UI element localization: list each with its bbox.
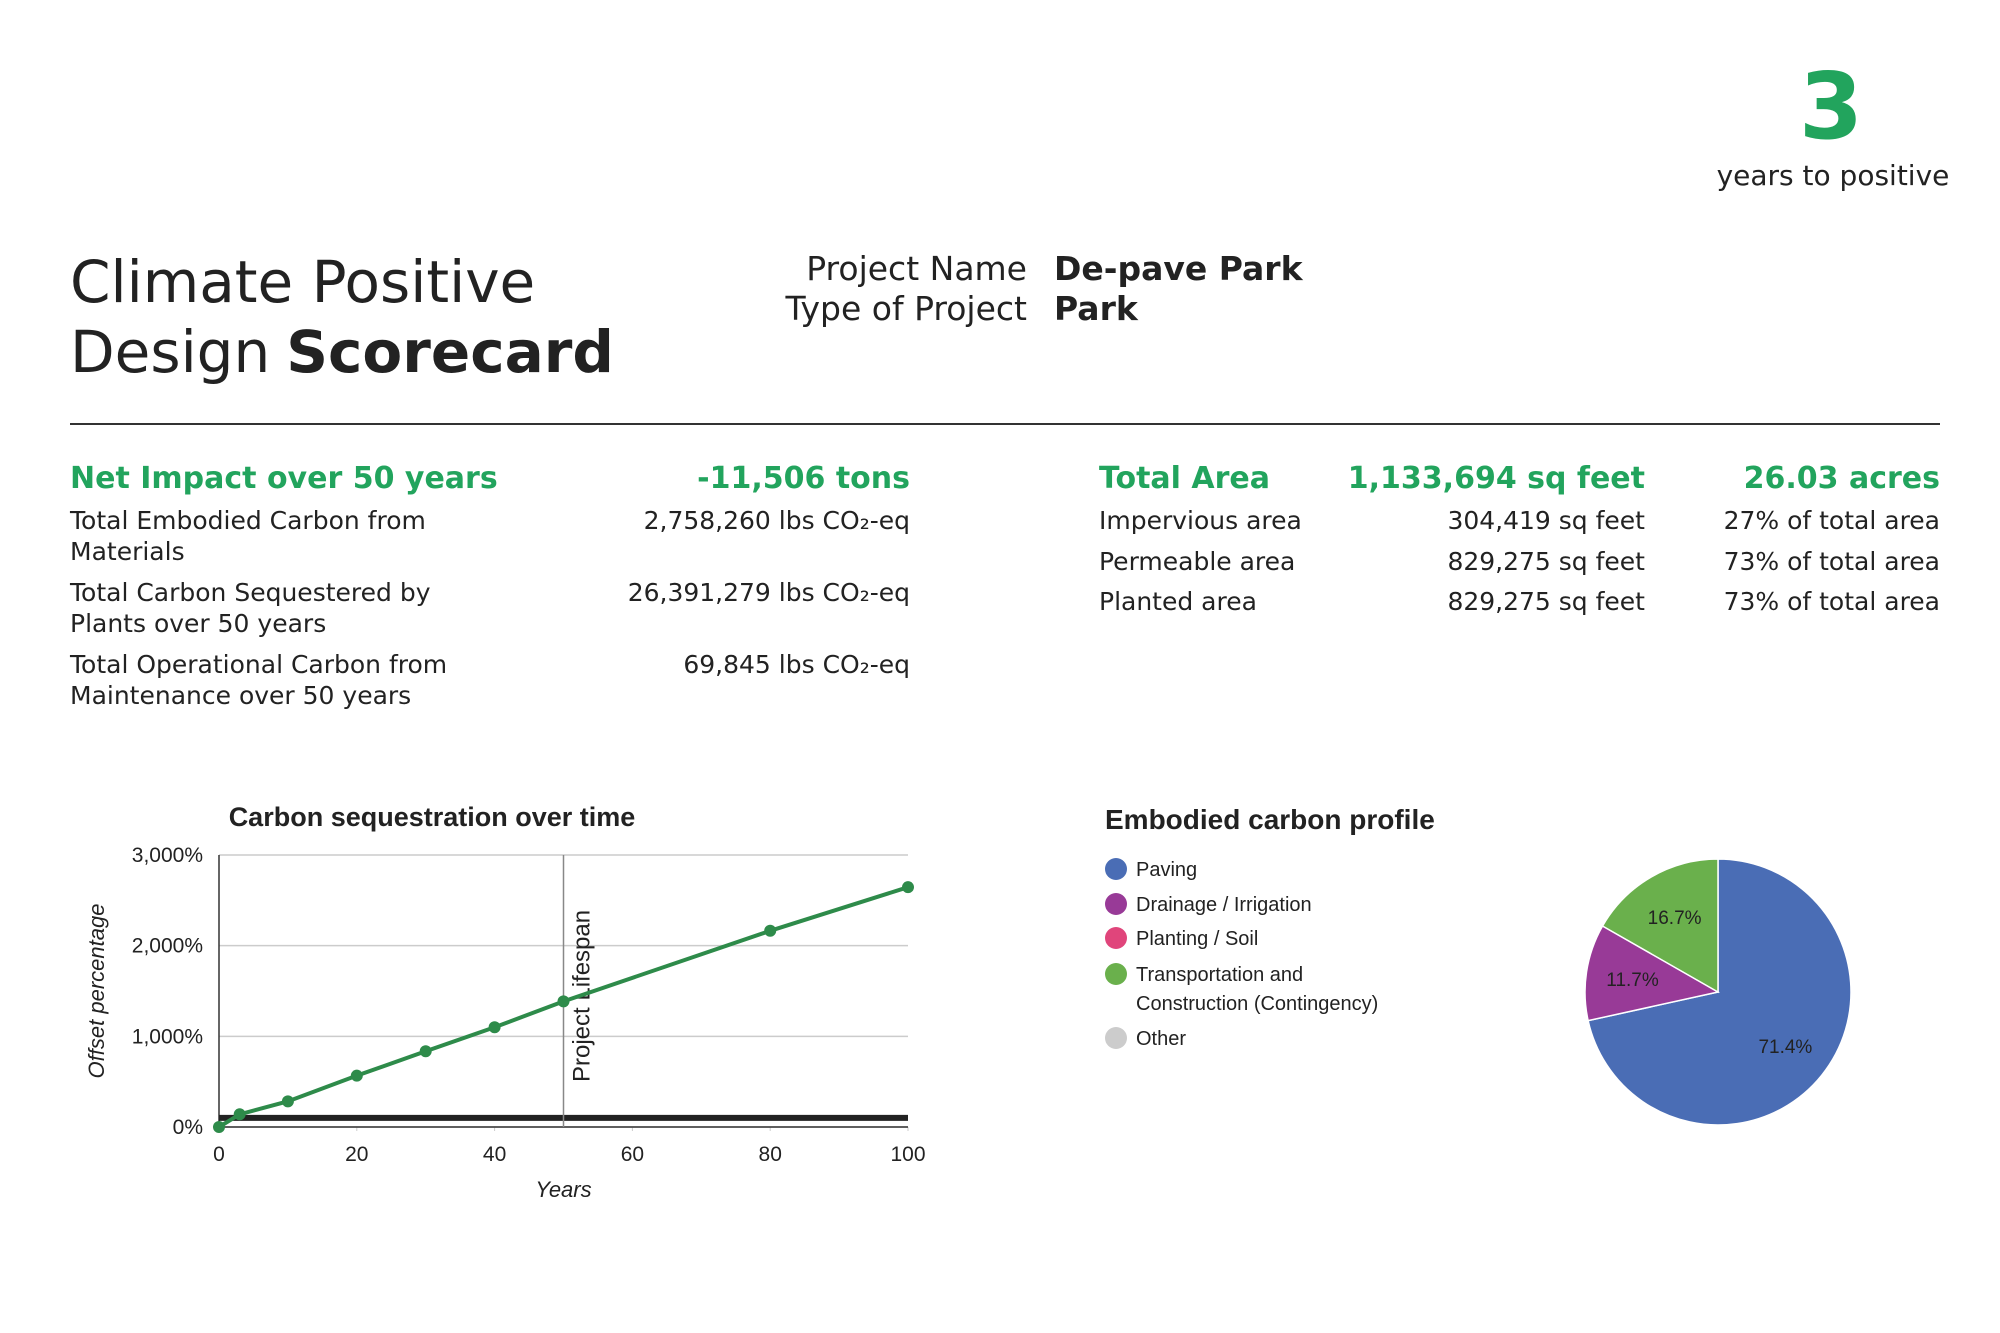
y-tick-label: 0% — [173, 1116, 203, 1139]
project-value: De-pave Park — [1054, 249, 1304, 288]
legend-swatch — [1105, 963, 1127, 985]
pie-slice — [1587, 858, 1852, 1126]
project-label: Project Name — [806, 249, 1027, 288]
point — [233, 1108, 246, 1121]
project-value: Park — [1054, 289, 1139, 328]
row-label: Plants over 50 years — [70, 609, 326, 638]
section-title: Net Impact over 50 years — [70, 461, 498, 496]
row-label: Planted area — [1099, 587, 1257, 616]
chart-title: Carbon sequestration over time — [229, 802, 636, 832]
legend-swatch — [1105, 858, 1127, 880]
x-axis-title: Years — [535, 1177, 591, 1202]
row-share: 73% of total area — [1724, 587, 1940, 616]
legend-label: Drainage / Irrigation — [1136, 894, 1312, 916]
row-label: Materials — [70, 537, 185, 566]
row-label: Impervious area — [1099, 506, 1302, 535]
score-value: 3 — [1799, 53, 1863, 160]
slice-label: 11.7% — [1606, 970, 1659, 991]
row-label: Maintenance over 50 years — [70, 681, 411, 710]
row-label: Total Carbon Sequestered by — [69, 578, 431, 607]
y-tick-label: 3,000% — [132, 844, 203, 867]
row-value: 69,845 lbs CO₂-eq — [683, 650, 910, 679]
legend-label: Other — [1136, 1028, 1186, 1050]
section-total: -11,506 tons — [697, 461, 910, 496]
project-label: Type of Project — [785, 289, 1028, 328]
x-tick-label: 60 — [621, 1143, 644, 1166]
row-value: 26,391,279 lbs CO₂-eq — [628, 578, 910, 607]
x-tick-label: 80 — [759, 1143, 782, 1166]
score-label: years to positive — [1717, 159, 1950, 192]
y-tick-label: 2,000% — [132, 935, 203, 958]
x-tick-label: 0 — [213, 1143, 225, 1166]
section-total: 1,133,694 sq feet — [1348, 461, 1645, 496]
point — [350, 1069, 363, 1082]
title-bold: Scorecard — [286, 318, 614, 386]
legend-label: Paving — [1136, 859, 1197, 881]
slice-label: 16.7% — [1648, 908, 1702, 929]
legend-label: Transportation and — [1136, 964, 1303, 986]
point — [419, 1045, 432, 1058]
row-value: 2,758,260 lbs CO₂-eq — [644, 506, 910, 535]
legend-swatch — [1105, 927, 1127, 949]
title-word: Design — [70, 318, 270, 386]
x-tick-label: 40 — [483, 1143, 506, 1166]
legend-swatch — [1105, 1027, 1127, 1049]
y-axis-title: Offset percentage — [84, 904, 109, 1079]
point — [902, 881, 914, 894]
x-tick-label: 100 — [890, 1143, 925, 1166]
row-label: Total Embodied Carbon from — [69, 506, 426, 535]
row-value: 829,275 sq feet — [1447, 547, 1645, 576]
row-label: Permeable area — [1099, 547, 1295, 576]
charts: Carbon sequestration over time 0% 1,000% 2,… — [84, 802, 1852, 1202]
row-value: 304,419 sq feet — [1447, 506, 1645, 535]
row-share: 27% of total area — [1724, 506, 1940, 535]
chart-title: Embodied carbon profile — [1105, 804, 1435, 835]
title-line: Climate Positive — [70, 248, 535, 316]
point — [213, 1121, 225, 1133]
legend-label: Planting / Soil — [1136, 928, 1258, 950]
pie-slice — [1601, 858, 1719, 994]
point — [281, 1095, 294, 1108]
title-line: Design Scorecard — [70, 318, 614, 386]
section-title: Total Area — [1099, 461, 1270, 496]
point — [557, 995, 570, 1008]
x-tick-label: 20 — [345, 1143, 368, 1166]
row-label: Total Operational Carbon from — [69, 650, 447, 679]
row-share: 73% of total area — [1724, 547, 1940, 576]
section-acres: 26.03 acres — [1744, 461, 1940, 496]
row-value: 829,275 sq feet — [1447, 587, 1645, 616]
legend-swatch — [1105, 893, 1127, 915]
point — [488, 1021, 501, 1034]
y-tick-label: 1,000% — [132, 1025, 203, 1048]
slice-label: 71.4% — [1758, 1037, 1812, 1058]
pie-slice — [1584, 924, 1721, 1022]
legend-label: Construction (Contingency) — [1136, 993, 1378, 1015]
point — [764, 924, 777, 937]
